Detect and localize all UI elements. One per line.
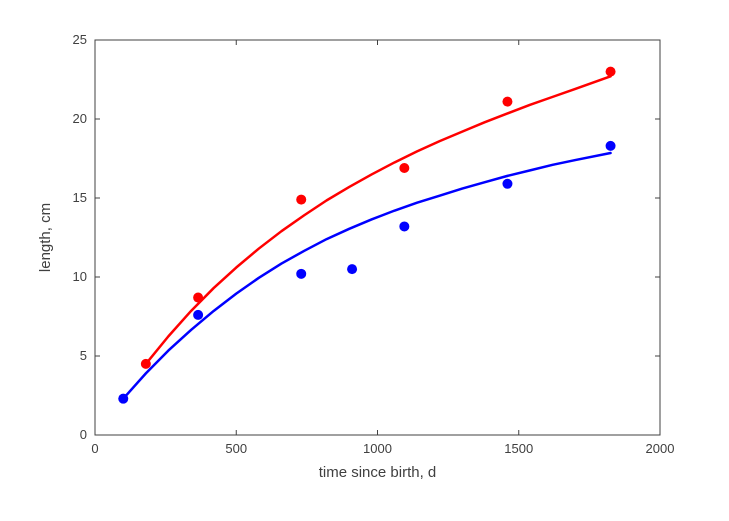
plot-area xyxy=(95,40,660,435)
x-tick-label: 2000 xyxy=(646,441,675,456)
y-tick-label: 0 xyxy=(80,427,87,442)
red-points-marker xyxy=(502,97,512,107)
blue-points-marker xyxy=(296,269,306,279)
blue-points-marker xyxy=(193,310,203,320)
y-tick-label: 10 xyxy=(73,269,87,284)
y-tick-label: 25 xyxy=(73,32,87,47)
chart-svg: 0 500 1000 1500 2000 0 5 10 15 20 25 time since bir… xyxy=(0,0,729,521)
blue-points-marker xyxy=(399,221,409,231)
y-tick-label: 5 xyxy=(80,348,87,363)
blue-points-marker xyxy=(118,394,128,404)
x-tick-label: 0 xyxy=(91,441,98,456)
blue-points-marker xyxy=(347,264,357,274)
chart-container: 0 500 1000 1500 2000 0 5 10 15 20 25 time since bir… xyxy=(0,0,729,521)
blue-points-marker xyxy=(502,179,512,189)
y-tick-label: 20 xyxy=(73,111,87,126)
x-tick-label: 1500 xyxy=(504,441,533,456)
y-axis-label: length, cm xyxy=(37,203,54,272)
y-tick-label: 15 xyxy=(73,190,87,205)
red-points-marker xyxy=(193,293,203,303)
red-points-marker xyxy=(606,67,616,77)
blue-points-marker xyxy=(606,141,616,151)
x-axis-label: time since birth, d xyxy=(319,464,437,481)
red-points-marker xyxy=(296,195,306,205)
red-points-marker xyxy=(399,163,409,173)
x-tick-label: 1000 xyxy=(363,441,392,456)
x-tick-label: 500 xyxy=(225,441,247,456)
red-points-marker xyxy=(141,359,151,369)
